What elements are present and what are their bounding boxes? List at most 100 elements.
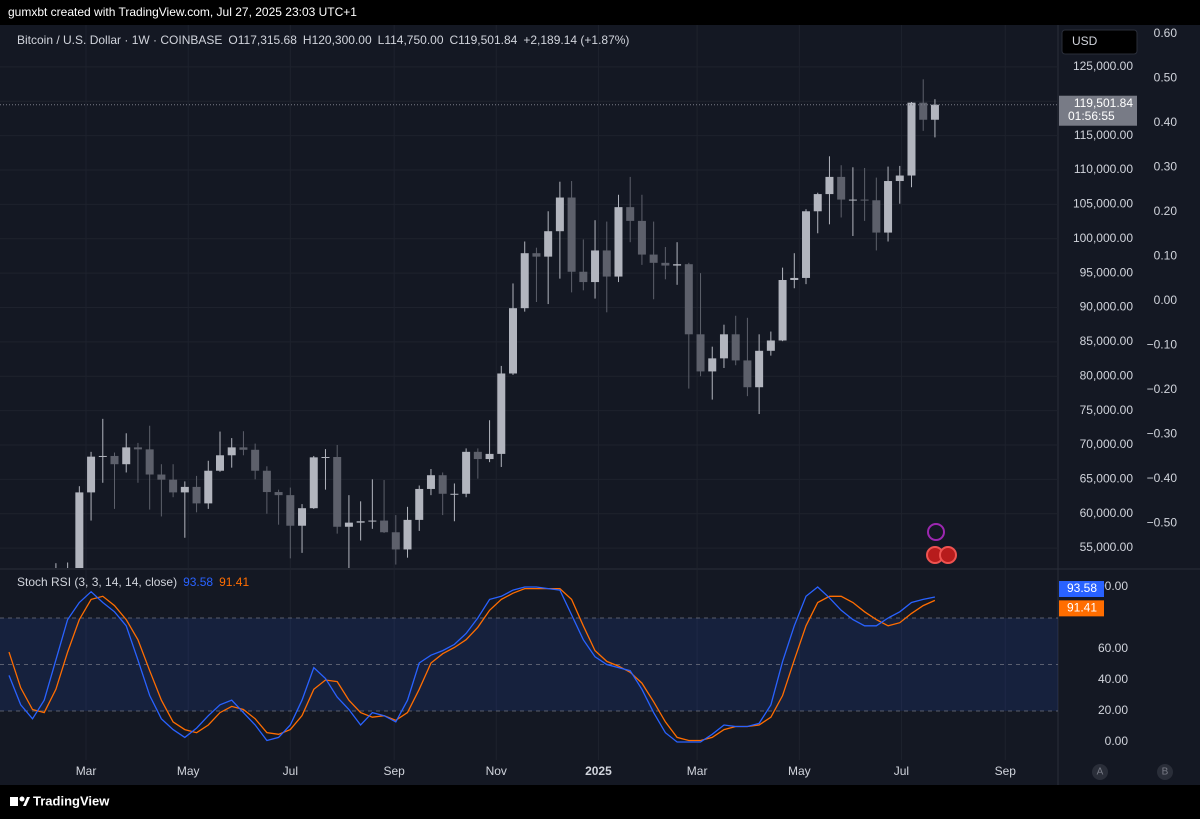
y2-tick-label: 0.10 (1154, 249, 1178, 263)
candle-body (215, 455, 224, 471)
candle-body (485, 453, 494, 460)
candle-body (298, 508, 307, 526)
candle-body (626, 207, 635, 221)
candle-body (509, 308, 518, 374)
osc-legend-value: 93.58 (183, 575, 213, 589)
candle-body (462, 451, 471, 494)
candle-body (602, 250, 611, 277)
candle-body (192, 486, 201, 504)
legend-value: 119,501.84 (458, 33, 517, 47)
candle-body (333, 456, 342, 527)
y2-tick-label: 0.60 (1154, 26, 1178, 40)
legend-value: 117,315.68 (238, 33, 297, 47)
candle-body (684, 264, 693, 335)
candle-body (790, 277, 799, 281)
y2-tick-label: 0.50 (1154, 71, 1178, 85)
candle-body (169, 479, 178, 493)
candle-body (321, 456, 330, 458)
candle-body (778, 280, 787, 341)
legend-key: L (378, 33, 385, 47)
y2-tick-label: −0.40 (1147, 471, 1178, 485)
button-a-label[interactable]: A (1097, 767, 1104, 778)
candle-body (473, 451, 482, 460)
legend-key: O (228, 33, 237, 47)
button-a[interactable] (1092, 764, 1108, 780)
candle-body (286, 495, 295, 526)
candle-body (661, 262, 670, 266)
x-tick-label: 2025 (585, 764, 612, 778)
candle-body (837, 176, 846, 200)
candle-body (274, 492, 283, 496)
y-tick-label: 80,000.00 (1080, 368, 1134, 382)
header-bar (0, 0, 1200, 25)
logo (10, 796, 30, 806)
candle-body (860, 199, 869, 201)
candle-body (544, 231, 553, 257)
osc-legend-value: 91.41 (219, 575, 249, 589)
candle-body (919, 102, 928, 120)
candle-body (731, 334, 740, 361)
candle-body (755, 350, 764, 388)
candle-body (649, 254, 658, 263)
y-tick-label: 95,000.00 (1080, 265, 1134, 279)
y2-tick-label: 0.40 (1154, 115, 1178, 129)
x-tick-label: Mar (76, 764, 97, 778)
osc-tick-label: 40.00 (1098, 672, 1128, 686)
button-b[interactable] (1157, 764, 1173, 780)
y2-tick-label: 0.00 (1154, 293, 1178, 307)
countdown-label: 01:56:55 (1068, 109, 1115, 123)
y2-tick-label: 0.20 (1154, 204, 1178, 218)
candle-body (520, 253, 529, 309)
osc-value-label: 93.58 (1067, 581, 1097, 595)
header-text: gumxbt created with TradingView.com, Jul… (8, 5, 357, 19)
x-tick-label: Jul (894, 764, 909, 778)
y2-tick-label: −0.30 (1147, 427, 1178, 441)
candle-body (848, 199, 857, 201)
stoch-line (8, 587, 936, 742)
x-tick-label: May (177, 764, 200, 778)
candle-body (930, 104, 939, 120)
candle-body (110, 455, 119, 465)
y-tick-label: 110,000.00 (1074, 162, 1133, 176)
y-tick-label: 85,000.00 (1080, 334, 1134, 348)
candle-body (532, 253, 541, 257)
candle-body (251, 449, 260, 471)
y-tick-label: 70,000.00 (1080, 437, 1134, 451)
osc-value-tag (1059, 600, 1104, 617)
y2-tick-label: −0.50 (1147, 516, 1178, 530)
candle-body (262, 470, 271, 493)
currency-label[interactable]: USD (1072, 34, 1098, 48)
candle-body (356, 521, 365, 523)
last-price-label: 119,501.84 (1074, 96, 1133, 110)
candle-body (368, 520, 377, 522)
footer-brand: TradingView (33, 793, 110, 808)
candle-body (591, 250, 600, 283)
button-b-label[interactable]: B (1162, 767, 1169, 778)
stoch-line (8, 586, 936, 743)
candle-body (98, 455, 107, 457)
candle-body (403, 519, 412, 550)
osc-legend: Stoch RSI (3, 3, 14, 14, close) 93.58 91.4… (17, 575, 249, 589)
candle-body (122, 447, 131, 465)
candle-body (579, 271, 588, 283)
candle-body (813, 194, 822, 212)
candle-body (696, 334, 705, 372)
candle-body (497, 373, 506, 454)
legend: Bitcoin / U.S. Dollar · 1W · COINBASE O11… (17, 33, 629, 47)
y2-tick-label: −0.20 (1147, 382, 1178, 396)
footer-bar (0, 785, 1200, 819)
candle-body (884, 181, 893, 233)
osc-tick-label: 20.00 (1098, 703, 1128, 717)
candle-body (907, 102, 916, 176)
candle-body (133, 447, 142, 450)
last-price-tag (1059, 95, 1137, 126)
candle-body (75, 492, 84, 568)
osc-title: Stoch RSI (3, 3, 14, 14, close) (17, 575, 177, 589)
candle-body (309, 457, 318, 509)
candle-body (450, 493, 459, 495)
x-tick-label: Jul (283, 764, 298, 778)
candle-body (87, 456, 96, 493)
currency-box[interactable] (1061, 29, 1138, 55)
candle-body (415, 488, 424, 520)
